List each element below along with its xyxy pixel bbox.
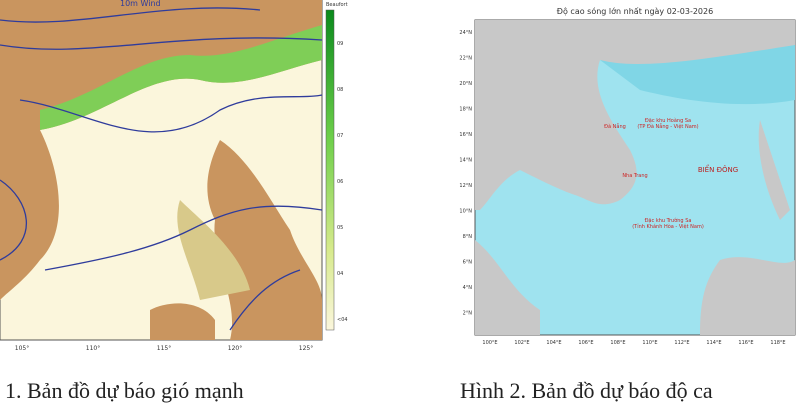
- x-label: 116°E: [738, 340, 753, 346]
- y-label: 4°N: [463, 285, 473, 291]
- x-label: 110°: [86, 345, 100, 352]
- y-label: 8°N: [463, 234, 473, 240]
- place-label: Đặc khu Hoàng Sa: [645, 117, 691, 124]
- x-label: 110°E: [642, 340, 657, 346]
- place-label: (Tỉnh Khánh Hòa - Việt Nam): [632, 223, 704, 230]
- x-label: 118°E: [770, 340, 785, 346]
- place-label: Nha Trang: [622, 173, 647, 179]
- map-title: 10m Wind: [120, 0, 161, 8]
- legend-tick: 09: [337, 41, 343, 47]
- y-label: 2°N: [463, 311, 473, 317]
- legend-tick: 07: [337, 133, 343, 139]
- y-label: 18°N: [459, 107, 472, 113]
- place-label: BIỂN ĐÔNG: [698, 164, 738, 174]
- legend-tick: 06: [337, 179, 343, 185]
- x-label: 108°E: [610, 340, 625, 346]
- x-label: 105°: [15, 345, 29, 352]
- x-label: 106°E: [578, 340, 593, 346]
- place-label: Đặc khu Trường Sa: [645, 217, 692, 224]
- map-title: Độ cao sóng lớn nhất ngày 02-03-2026: [557, 6, 713, 16]
- x-label: 125°: [299, 345, 313, 352]
- legend-tick: 05: [337, 225, 343, 231]
- place-labels: Đặc khu Hoàng Sa(TP Đà Nẵng - Việt Nam) Đ…: [604, 117, 738, 230]
- y-label: 14°N: [459, 158, 472, 164]
- legend-tick: 08: [337, 87, 343, 93]
- legend-tick: 04: [337, 271, 343, 277]
- x-label: 114°E: [706, 340, 721, 346]
- legend-title: Beaufort: [326, 2, 348, 8]
- y-label: 12°N: [459, 183, 472, 189]
- x-label: 115°: [157, 345, 171, 352]
- x-label: 120°: [228, 345, 242, 352]
- caption: Hình 2. Bản đồ dự báo độ ca: [460, 378, 713, 403]
- y-label: 24°N: [459, 30, 472, 36]
- y-label: 16°N: [459, 132, 472, 138]
- legend-tick: <04: [337, 317, 348, 323]
- x-label: 104°E: [546, 340, 561, 346]
- x-label: 102°E: [514, 340, 529, 346]
- wave-map: [474, 19, 796, 336]
- y-label: 10°N: [459, 209, 472, 215]
- wind-map: [0, 0, 335, 341]
- x-label: 112°E: [674, 340, 689, 346]
- y-label: 22°N: [459, 56, 472, 62]
- y-label: 6°N: [463, 260, 473, 266]
- place-label: Đà Nẵng: [604, 123, 626, 130]
- x-label: 100°E: [482, 340, 497, 346]
- place-label: (TP Đà Nẵng - Việt Nam): [637, 123, 698, 130]
- caption: 1. Bản đồ dự báo gió mạnh: [5, 378, 244, 403]
- y-label: 20°N: [459, 81, 472, 87]
